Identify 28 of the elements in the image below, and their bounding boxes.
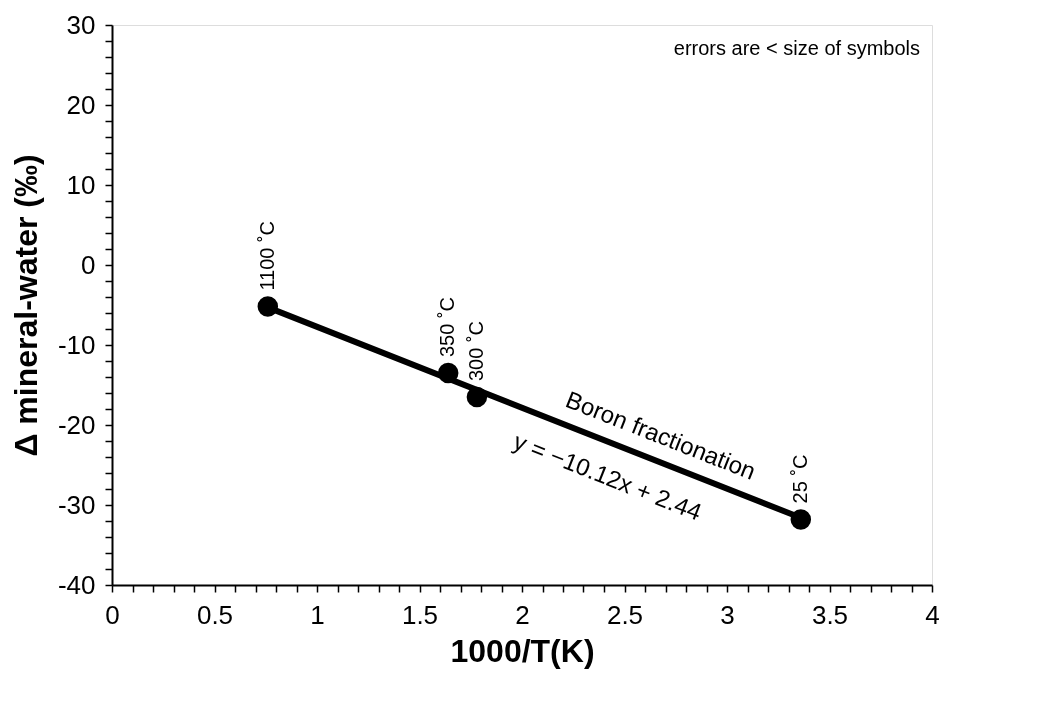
annotation: errors are < size of symbols <box>673 37 920 59</box>
y-tick-label: 10 <box>66 169 96 200</box>
y-axis-title: Δ mineral-water (‰) <box>7 154 44 457</box>
x-tick-label: 3.5 <box>811 599 849 630</box>
y-tick-label: -40 <box>57 569 96 600</box>
y-tick-label: -20 <box>57 409 96 440</box>
annotation: 300 ˚C <box>464 320 487 381</box>
x-tick-label: 0 <box>105 599 120 630</box>
annotation: 350 ˚C <box>436 296 459 357</box>
x-tick-label: 2.5 <box>606 599 644 630</box>
x-tick-label: 3 <box>720 599 735 630</box>
x-axis-title: 1000/T(K) <box>450 632 595 669</box>
point <box>257 296 279 317</box>
point <box>790 509 812 530</box>
x-tick-label: 4 <box>925 599 940 630</box>
annotation: 25 ˚C <box>788 454 811 504</box>
point <box>437 362 459 384</box>
x-tick-label: 2 <box>515 599 530 630</box>
y-tick-label: 20 <box>66 89 96 120</box>
x-tick-label: 0.5 <box>196 599 234 630</box>
point <box>466 386 488 408</box>
x-tick-label: 1 <box>310 599 325 630</box>
annotation: 1100 ˚C <box>255 220 278 291</box>
y-tick-label: 0 <box>81 249 96 280</box>
y-tick-label: 30 <box>66 9 96 40</box>
y-tick-label: -30 <box>57 489 96 520</box>
x-tick-label: 1.5 <box>401 599 439 630</box>
y-tick-label: -10 <box>57 329 96 360</box>
